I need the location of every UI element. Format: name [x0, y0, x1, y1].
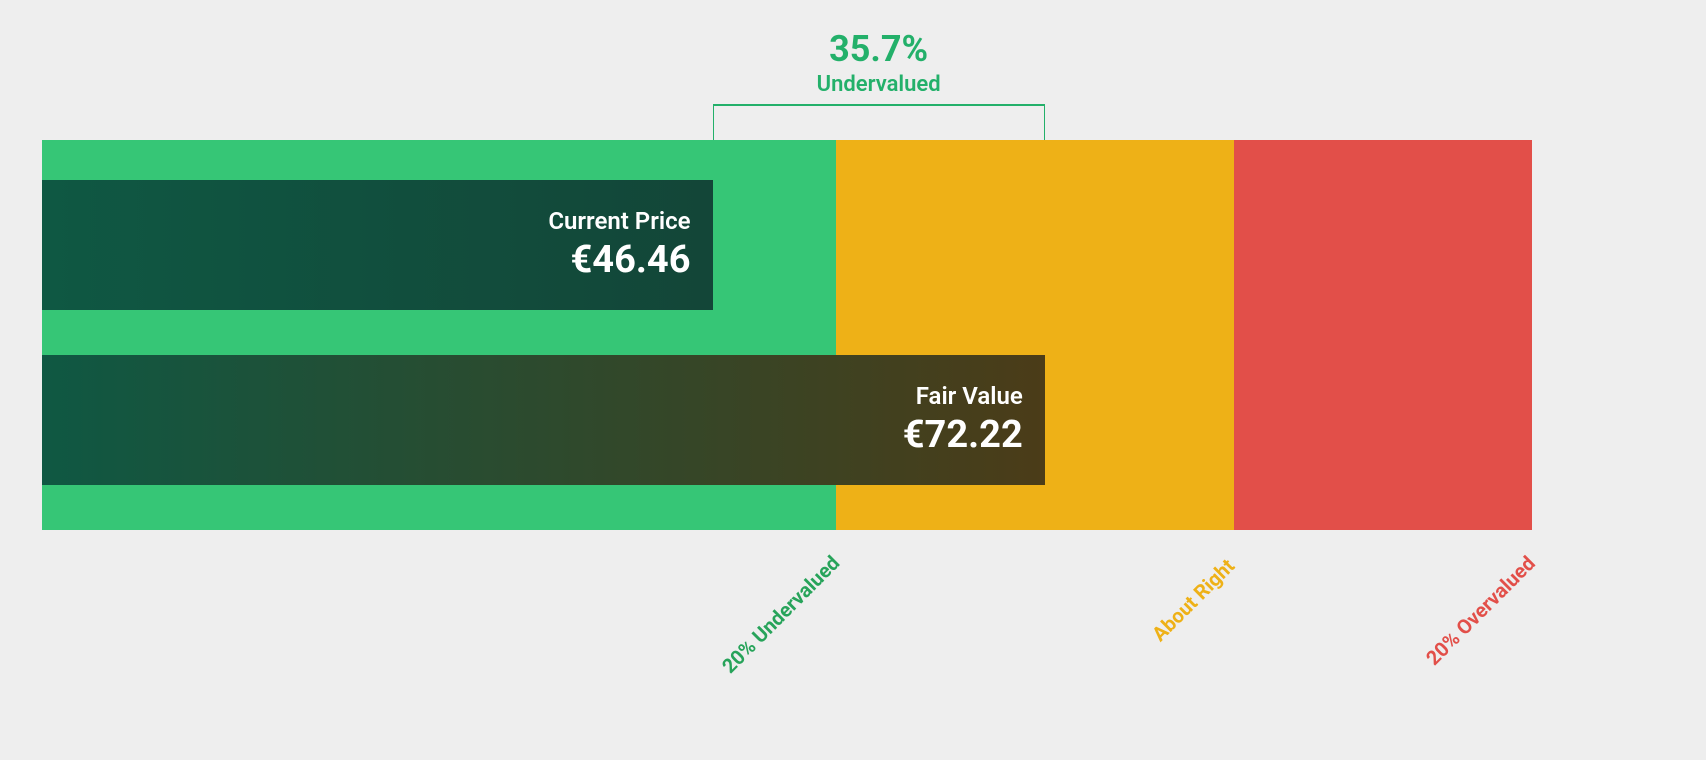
bar-current-label: Current Price	[548, 207, 690, 235]
axis-label-undervalued: 20% Undervalued	[717, 551, 844, 678]
chart-area: Current Price €46.46 Fair Value €72.22	[42, 140, 1532, 530]
headline-block: 35.7% Undervalued	[759, 28, 999, 97]
axis-label-overvalued: 20% Overvalued	[1421, 551, 1540, 670]
headline-bracket	[713, 104, 1045, 140]
bar-current-label-block: Current Price €46.46	[548, 207, 690, 282]
headline-percent: 35.7%	[759, 28, 999, 70]
axis-label-about-right: About Right	[1147, 554, 1239, 646]
bar-fair-value: Fair Value €72.22	[42, 355, 1045, 485]
bar-fair-label-block: Fair Value €72.22	[903, 382, 1023, 457]
bar-current-price: Current Price €46.46	[42, 180, 713, 310]
valuation-stage: 35.7% Undervalued Current Price €46.46 F…	[0, 0, 1706, 760]
bar-current-value: €46.46	[548, 238, 690, 283]
bar-fair-value: €72.22	[903, 413, 1023, 458]
headline-word: Undervalued	[759, 72, 999, 97]
bar-fair-label: Fair Value	[903, 382, 1023, 410]
zone-overvalued	[1234, 140, 1532, 530]
